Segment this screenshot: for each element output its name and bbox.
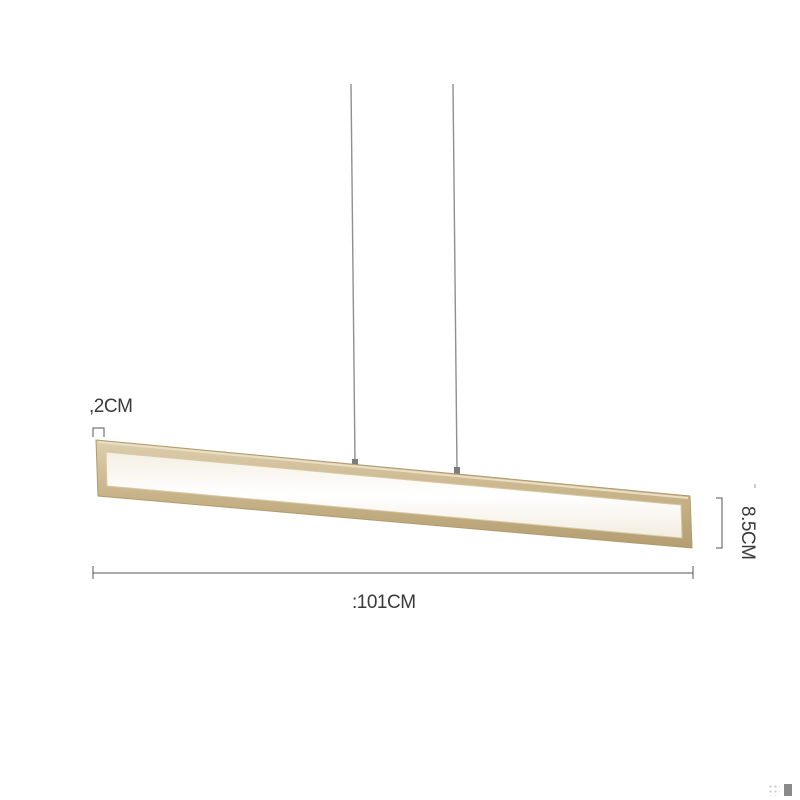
suspension-wire-right [452, 83, 458, 471]
suspension-wire-left [350, 83, 356, 463]
height-label: 8.5CM [737, 506, 758, 560]
grid-dots-icon [768, 784, 780, 796]
wire-clamp-left [352, 459, 358, 466]
wire-clamp-right [454, 467, 460, 474]
thickness-label: ,2CM [89, 396, 133, 417]
corner-badge [784, 784, 792, 796]
length-label: :101CM [352, 592, 416, 613]
thickness-bracket [92, 427, 105, 437]
height-bracket [716, 497, 723, 549]
lamp-light-panel [105, 451, 683, 539]
lamp-frame-highlight [97, 441, 689, 499]
